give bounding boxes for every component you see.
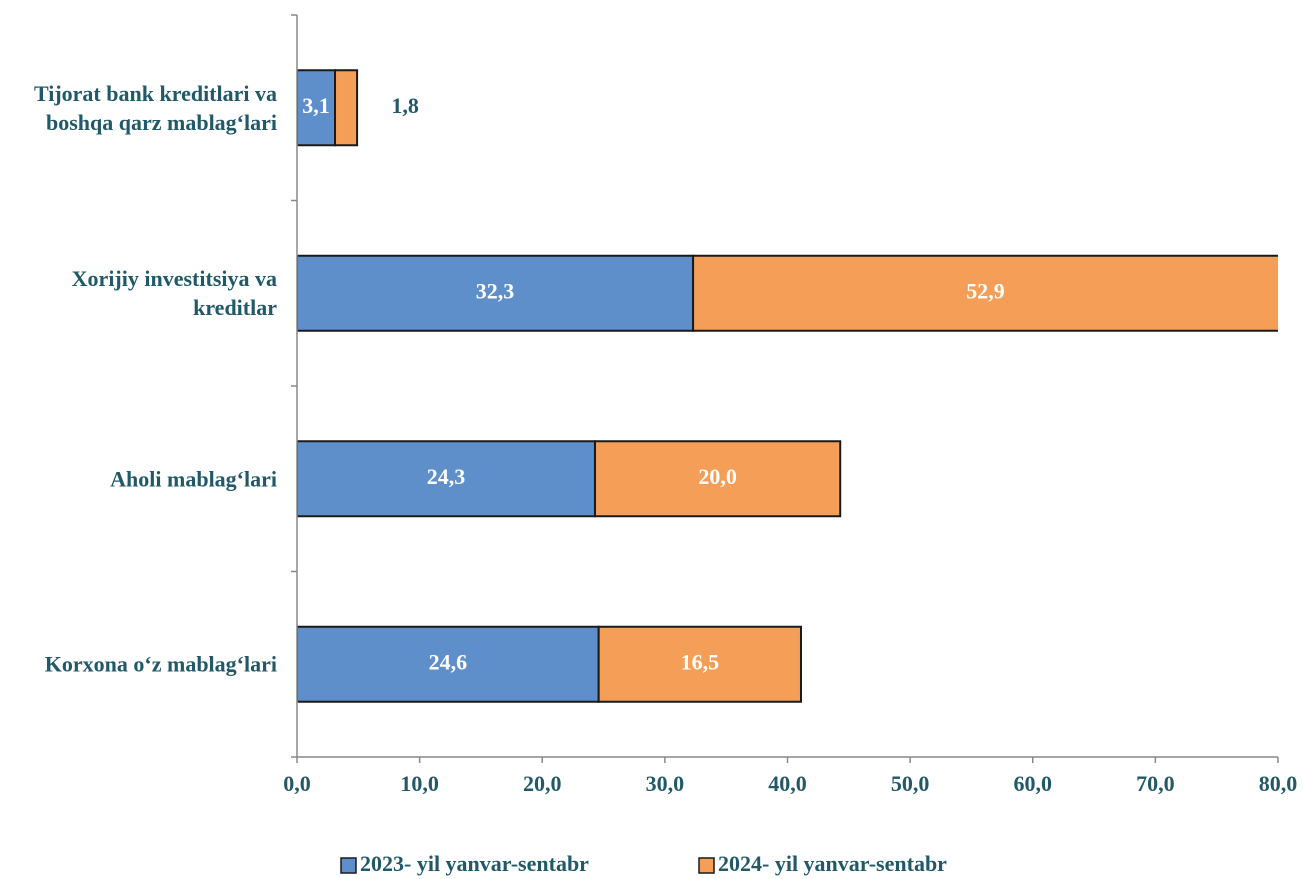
bar-segment [692,254,1278,332]
bar-segment [334,69,359,147]
x-tick-label: 80,0 [1259,771,1298,796]
category-label: Xorijiy investitsiya va kreditlar [71,266,277,321]
value-label: 16,5 [681,649,720,674]
value-label: 1,8 [391,93,419,118]
x-tick-label: 30,0 [646,771,685,796]
category-label: Korxona o‘z mablag‘lari [44,651,277,677]
value-label: 20,0 [698,464,737,489]
x-tick-label: 0,0 [283,771,311,796]
category-label: Tijorat bank kreditlari va boshqa qarz m… [33,80,277,135]
bar-segment [297,625,600,703]
x-tick-label: 70,0 [1136,771,1175,796]
x-tick-label: 20,0 [523,771,562,796]
x-tick-label: 60,0 [1014,771,1053,796]
legend-label: 2023- yil yanvar-sentabr [360,851,589,876]
x-tick-label: 40,0 [768,771,807,796]
value-label: 32,3 [476,278,515,303]
value-label: 24,3 [427,464,466,489]
value-label: 24,6 [429,649,468,674]
x-tick-label: 10,0 [400,771,439,796]
bar-segment [593,440,842,518]
legend-label: 2024- yil yanvar-sentabr [718,851,947,876]
x-tick-label: 50,0 [891,771,930,796]
value-label: 3,1 [302,93,330,118]
bar-segment [597,625,802,703]
value-label: 52,9 [966,278,1005,303]
category-label: Aholi mablag‘lari [110,466,277,492]
legend-swatch [698,857,715,874]
legend-swatch [340,857,357,874]
